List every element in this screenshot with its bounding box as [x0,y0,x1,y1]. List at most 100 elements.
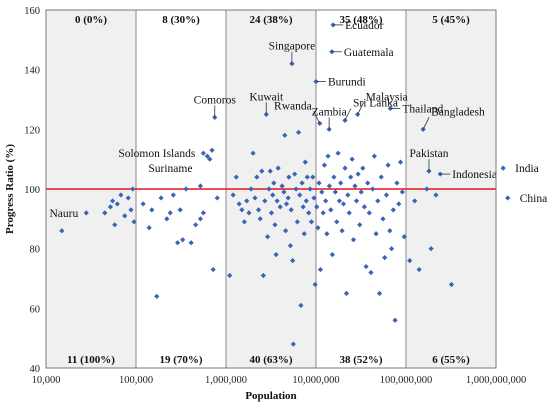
data-point-labeled [505,195,511,201]
data-point [357,222,363,228]
data-point-labeled [83,210,89,216]
data-point [378,174,384,180]
data-point [311,195,317,201]
point-label: Zambia [312,106,347,118]
data-point [209,147,215,153]
y-axis-title: Progress Ratio (%) [4,144,16,234]
point-label: Kuwait [249,91,284,103]
data-point [292,171,298,177]
data-point [297,192,303,198]
data-point [310,174,316,180]
data-point [252,195,258,201]
band-bottom-count: 40 (63%) [249,354,292,366]
data-point-labeled [355,111,361,118]
data-point [183,186,189,192]
x-axis-tick-labels: 10,000 100,000 1,000,000 10,000,000 100,000,… [32,375,527,386]
band-top-count: 24 (38%) [249,14,292,26]
data-point [272,222,278,228]
data-point [290,258,296,264]
data-point [303,198,309,204]
data-point [385,162,391,168]
data-point [257,216,263,222]
data-point-labeled [263,111,269,118]
data-point [394,180,400,186]
data-point [107,204,114,210]
data-point [259,168,265,174]
band-bottom-count: 6 (55%) [432,354,470,366]
data-point [210,266,216,273]
data-point [285,195,291,201]
data-point [214,195,220,201]
data-point [428,246,434,252]
data-point [339,228,345,234]
data-point [287,243,294,249]
data-point-labeled [437,171,443,177]
data-points [59,22,511,347]
y-tick-label: 140 [24,66,40,77]
data-point [299,180,305,186]
x-axis-title: Population [245,390,296,402]
x-tick-label: 1,000,000 [205,375,247,386]
x-tick-label: 1,000,000,000 [466,375,526,386]
data-point [383,192,390,198]
data-point [59,228,65,234]
data-point [275,165,281,171]
data-point [350,237,357,243]
point-label: Nauru [49,208,78,220]
data-point [295,129,302,135]
data-point [277,204,283,210]
point-label: Guatemala [344,47,394,59]
data-point [349,156,355,162]
data-point [345,192,351,198]
data-point [131,219,137,225]
data-point [328,207,334,213]
data-point [407,258,413,264]
point-label: Suriname [148,163,192,175]
data-point [416,266,422,273]
data-point-labeled [197,183,204,189]
data-point [353,198,360,204]
data-point [340,201,347,207]
data-point [112,222,118,228]
data-point [396,201,402,207]
data-point [279,183,285,189]
label-leader-line [357,102,364,115]
label-leader-line [344,108,352,121]
data-point [236,201,242,207]
data-point [177,207,183,213]
data-point [355,171,361,177]
data-point [302,159,308,165]
point-label: Sri Lanka [353,97,398,109]
data-point [125,195,131,201]
data-point [308,219,315,225]
data-point [301,231,307,237]
data-point [392,317,398,323]
data-point [180,237,186,243]
band-top-count: 0 (0%) [75,14,107,26]
data-point [319,189,325,195]
data-point [361,204,368,210]
data-point [370,186,376,192]
data-point [397,159,404,165]
data-point [306,210,312,216]
data-point [164,216,170,222]
data-point [282,132,288,138]
point-label: Comoros [194,94,237,106]
data-point [204,153,210,159]
data-point [294,219,300,225]
data-point [300,204,306,210]
data-point [233,174,239,180]
data-point [288,207,294,213]
data-point [102,210,108,216]
data-point [314,204,320,210]
data-point [110,198,116,204]
y-tick-label: 160 [24,6,40,17]
point-label: Malaysia [366,91,408,103]
data-point [360,165,366,171]
data-point [175,240,181,246]
point-label: Singapore [269,41,316,53]
data-point [254,174,260,180]
y-tick-label: 120 [24,125,40,136]
label-leader-line [422,117,430,130]
